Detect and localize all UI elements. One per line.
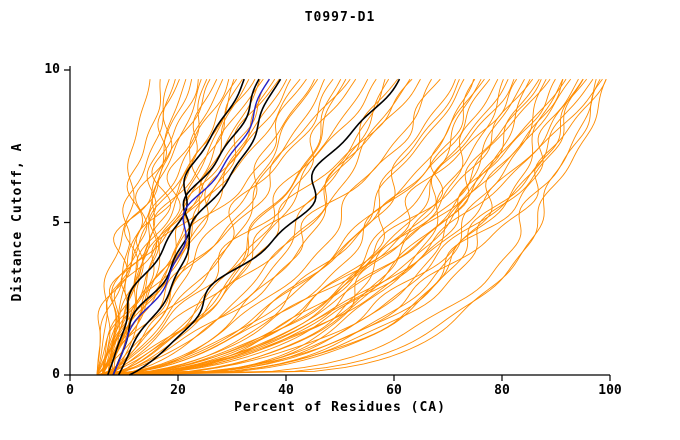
y-tick-label: 10 [44,62,60,77]
chart-title: T0997-D1 [304,10,376,25]
x-tick-label: 0 [66,383,74,398]
x-tick-label: 20 [170,383,186,398]
x-tick-label: 60 [386,383,402,398]
x-tick-label: 100 [598,383,622,398]
y-tick-label: 5 [52,214,60,230]
y-tick-label: 0 [52,367,60,382]
x-axis-label: Percent of Residues (CA) [234,400,446,415]
x-tick-label: 80 [494,383,510,398]
x-tick-label: 40 [278,383,294,398]
